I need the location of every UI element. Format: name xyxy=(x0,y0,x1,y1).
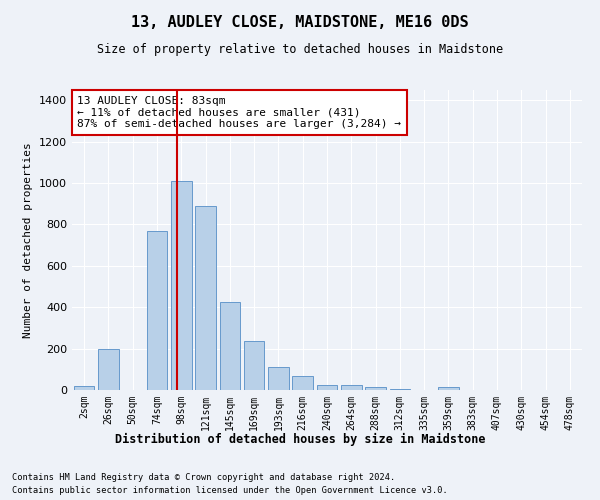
Text: 13 AUDLEY CLOSE: 83sqm
← 11% of detached houses are smaller (431)
87% of semi-de: 13 AUDLEY CLOSE: 83sqm ← 11% of detached… xyxy=(77,96,401,129)
Text: 13, AUDLEY CLOSE, MAIDSTONE, ME16 0DS: 13, AUDLEY CLOSE, MAIDSTONE, ME16 0DS xyxy=(131,15,469,30)
Bar xyxy=(171,181,191,390)
Bar xyxy=(195,206,216,390)
Text: Contains HM Land Registry data © Crown copyright and database right 2024.: Contains HM Land Registry data © Crown c… xyxy=(12,472,395,482)
Bar xyxy=(268,367,289,390)
Bar xyxy=(438,387,459,390)
Bar xyxy=(74,386,94,390)
Text: Contains public sector information licensed under the Open Government Licence v3: Contains public sector information licen… xyxy=(12,486,448,495)
Text: Distribution of detached houses by size in Maidstone: Distribution of detached houses by size … xyxy=(115,432,485,446)
Bar xyxy=(244,342,265,390)
Text: Size of property relative to detached houses in Maidstone: Size of property relative to detached ho… xyxy=(97,42,503,56)
Bar xyxy=(341,385,362,390)
Bar xyxy=(98,348,119,390)
Bar xyxy=(220,302,240,390)
Bar xyxy=(365,387,386,390)
Bar xyxy=(389,389,410,390)
Bar xyxy=(146,230,167,390)
Y-axis label: Number of detached properties: Number of detached properties xyxy=(23,142,34,338)
Bar xyxy=(317,385,337,390)
Bar xyxy=(292,376,313,390)
